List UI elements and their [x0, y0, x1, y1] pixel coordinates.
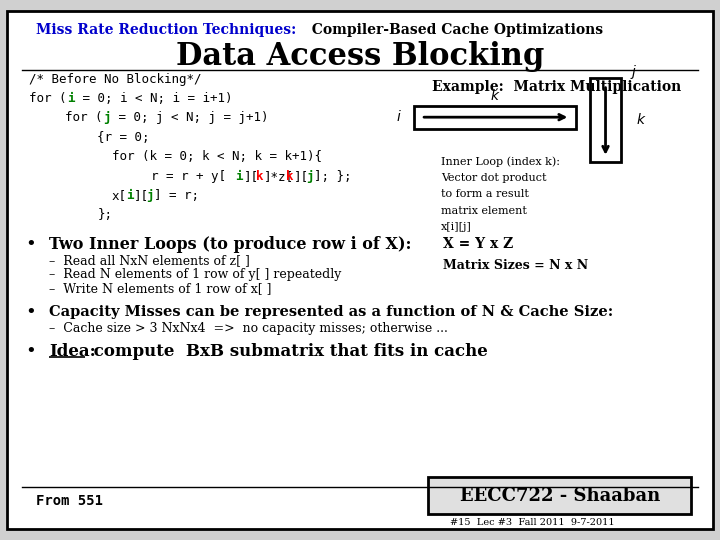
Bar	[414, 106, 576, 129]
Text: •: •	[25, 342, 36, 360]
Text: = 0; i < N; i = i+1): = 0; i < N; i = i+1)	[75, 92, 233, 105]
Text: ][: ][	[294, 170, 309, 183]
Text: k: k	[636, 113, 645, 127]
Text: /* Before No Blocking*/: /* Before No Blocking*/	[29, 73, 202, 86]
Text: to form a result: to form a result	[441, 190, 528, 199]
Text: ][: ][	[134, 189, 149, 202]
Text: compute  BxB submatrix that fits in cache: compute BxB submatrix that fits in cache	[88, 342, 487, 360]
Text: {r = 0;: {r = 0;	[97, 131, 150, 144]
Text: ]; };: ]; };	[314, 170, 351, 183]
Text: –  Write N elements of 1 row of x[ ]: – Write N elements of 1 row of x[ ]	[49, 282, 271, 295]
Text: Inner Loop (index k):: Inner Loop (index k):	[441, 157, 559, 167]
Text: From 551: From 551	[36, 494, 103, 508]
Text: for (: for (	[29, 92, 66, 105]
Text: Vector dot product: Vector dot product	[441, 173, 546, 183]
Text: ]*z[: ]*z[	[264, 170, 294, 183]
Text: j: j	[306, 170, 313, 183]
Text: = 0; j < N; j = j+1): = 0; j < N; j = j+1)	[111, 111, 269, 124]
Text: #15  Lec #3  Fall 2011  9-7-2011: #15 Lec #3 Fall 2011 9-7-2011	[450, 518, 615, 527]
Text: i: i	[396, 110, 400, 124]
Text: –  Cache size > 3 NxNx4  =>  no capacity misses; otherwise ...: – Cache size > 3 NxNx4 => no capacity mi…	[49, 322, 448, 335]
Text: Data Access Blocking: Data Access Blocking	[176, 41, 544, 72]
Text: Compiler-Based Cache Optimizations: Compiler-Based Cache Optimizations	[302, 23, 603, 37]
Text: j: j	[103, 111, 110, 124]
Text: –  Read N elements of 1 row of y[ ] repeatedly: – Read N elements of 1 row of y[ ] repea…	[49, 268, 341, 281]
Text: EECC722 - Shaaban: EECC722 - Shaaban	[460, 487, 660, 505]
Text: for (k = 0; k < N; k = k+1){: for (k = 0; k < N; k = k+1){	[112, 150, 322, 163]
Text: X = Y x Z: X = Y x Z	[443, 237, 513, 251]
Text: for (: for (	[65, 111, 102, 124]
Text: matrix element: matrix element	[441, 206, 526, 215]
Text: Two Inner Loops (to produce row i of X):: Two Inner Loops (to produce row i of X):	[49, 235, 411, 253]
Text: Example:  Matrix Multiplication: Example: Matrix Multiplication	[432, 80, 681, 94]
Text: k: k	[491, 89, 499, 103]
Text: ] = r;: ] = r;	[154, 189, 199, 202]
Text: j: j	[146, 189, 153, 202]
Bar	[428, 477, 691, 514]
Bar	[590, 78, 621, 162]
Text: i: i	[67, 92, 74, 105]
Text: •: •	[25, 235, 36, 253]
Text: i: i	[235, 170, 243, 183]
Text: x[i][j]: x[i][j]	[441, 222, 472, 232]
Text: Idea:: Idea:	[49, 342, 96, 360]
Text: x[: x[	[112, 189, 127, 202]
Text: –  Read all NxN elements of z[ ]: – Read all NxN elements of z[ ]	[49, 254, 250, 267]
Text: k: k	[256, 170, 263, 183]
Text: ][: ][	[243, 170, 258, 183]
Text: •: •	[25, 303, 36, 321]
Text: Matrix Sizes = N x N: Matrix Sizes = N x N	[443, 259, 588, 272]
Text: r = r + y[: r = r + y[	[151, 170, 226, 183]
Text: Miss Rate Reduction Techniques:: Miss Rate Reduction Techniques:	[36, 23, 296, 37]
Text: };: };	[97, 208, 112, 221]
Text: k: k	[286, 170, 293, 183]
Text: Capacity Misses can be represented as a function of N & Cache Size:: Capacity Misses can be represented as a …	[49, 305, 613, 319]
Text: j: j	[631, 65, 636, 79]
Text: i: i	[126, 189, 133, 202]
